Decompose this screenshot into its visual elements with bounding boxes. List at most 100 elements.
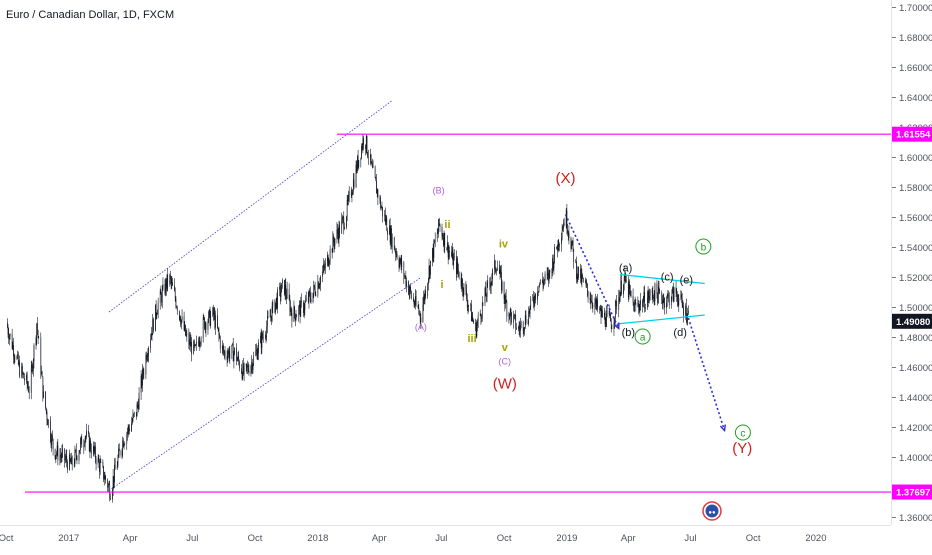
candle-body xyxy=(342,218,343,220)
candle xyxy=(552,268,553,279)
candle-body xyxy=(177,308,178,312)
candle-body xyxy=(616,301,617,310)
level-price-tag[interactable]: 1.61554 xyxy=(892,127,932,142)
candle-body xyxy=(41,372,42,374)
last-price-tag[interactable]: 1.49080 xyxy=(892,314,932,329)
price-axis[interactable]: 1.360001.380001.400001.420001.440001.460… xyxy=(892,0,932,525)
projection-arrow[interactable] xyxy=(688,318,724,431)
candle xyxy=(408,280,409,295)
chart-title: Euro / Canadian Dollar, 1D, FXCM xyxy=(6,9,174,21)
candle-body xyxy=(544,280,545,281)
candle xyxy=(38,336,39,339)
channel-upper-line[interactable] xyxy=(109,101,392,313)
candle xyxy=(404,273,405,279)
candle-body xyxy=(491,279,492,282)
candle xyxy=(170,271,171,285)
wave-label: v xyxy=(502,342,509,354)
candle xyxy=(337,224,338,239)
level-price-tag[interactable]: 1.37697 xyxy=(892,485,932,500)
candle-body xyxy=(161,291,162,294)
candle xyxy=(98,454,99,468)
candle xyxy=(356,160,357,173)
candle-body xyxy=(96,459,97,464)
candle xyxy=(481,313,482,325)
candle xyxy=(396,248,397,257)
candle xyxy=(234,347,235,355)
candle xyxy=(648,286,649,303)
candle-body xyxy=(113,476,114,489)
candle xyxy=(179,310,180,320)
candle xyxy=(680,290,681,300)
candle xyxy=(122,437,123,458)
candle xyxy=(115,458,116,470)
candle-body xyxy=(372,164,373,168)
candle xyxy=(549,269,550,279)
candle xyxy=(377,189,378,198)
candle-body xyxy=(223,349,224,352)
candle-body xyxy=(351,192,352,196)
candle-body xyxy=(466,290,467,299)
candle xyxy=(46,408,47,415)
candle-body xyxy=(668,295,669,296)
candle-body xyxy=(605,313,606,324)
candle-body xyxy=(449,251,450,252)
candle xyxy=(308,292,309,304)
candle-body xyxy=(624,277,625,284)
candle xyxy=(31,361,32,399)
candle-body xyxy=(586,282,587,284)
candle-body xyxy=(213,308,214,315)
candle xyxy=(599,306,600,314)
candle-body xyxy=(257,353,258,359)
candle-body xyxy=(142,369,143,385)
candle xyxy=(19,356,20,379)
wave-label: (W) xyxy=(493,376,517,393)
candle-body xyxy=(42,372,43,376)
candle-body xyxy=(410,287,411,292)
candle-body xyxy=(348,195,349,201)
candle-body xyxy=(27,375,28,385)
candle-body xyxy=(23,373,24,378)
candle-body xyxy=(261,336,262,348)
candle xyxy=(224,350,225,359)
candle xyxy=(506,300,507,322)
candle xyxy=(64,448,65,467)
candle xyxy=(458,264,459,277)
event-icon[interactable]: ●● xyxy=(703,502,721,520)
candle-body xyxy=(461,279,462,286)
candle xyxy=(562,224,563,240)
candle-body xyxy=(395,250,396,254)
candle xyxy=(24,373,25,385)
candle-body xyxy=(126,434,127,444)
candle-body xyxy=(161,295,162,303)
candle xyxy=(27,381,28,388)
wave-label: a xyxy=(640,333,646,344)
candle xyxy=(313,281,314,298)
projection-arrow[interactable] xyxy=(566,215,619,329)
candle xyxy=(358,160,359,169)
triangle-lower-line[interactable] xyxy=(617,315,705,324)
candle-body xyxy=(71,457,72,464)
candle xyxy=(468,305,469,313)
candle xyxy=(105,475,106,484)
candle xyxy=(133,409,134,422)
candle-body xyxy=(545,274,546,280)
candle-body xyxy=(556,247,557,248)
candle-body xyxy=(373,167,374,168)
candle xyxy=(624,275,625,291)
candle xyxy=(664,297,665,314)
candle-body xyxy=(648,292,649,298)
candle xyxy=(442,224,443,241)
candle-body xyxy=(122,440,123,450)
candle xyxy=(69,449,70,470)
candle xyxy=(510,307,511,325)
candle xyxy=(348,191,349,205)
candle-body xyxy=(558,240,559,246)
candle-body xyxy=(664,298,665,308)
candle-body xyxy=(558,240,559,250)
time-tick-label: 2019 xyxy=(556,533,577,544)
candle xyxy=(610,312,611,321)
candle xyxy=(425,289,426,304)
